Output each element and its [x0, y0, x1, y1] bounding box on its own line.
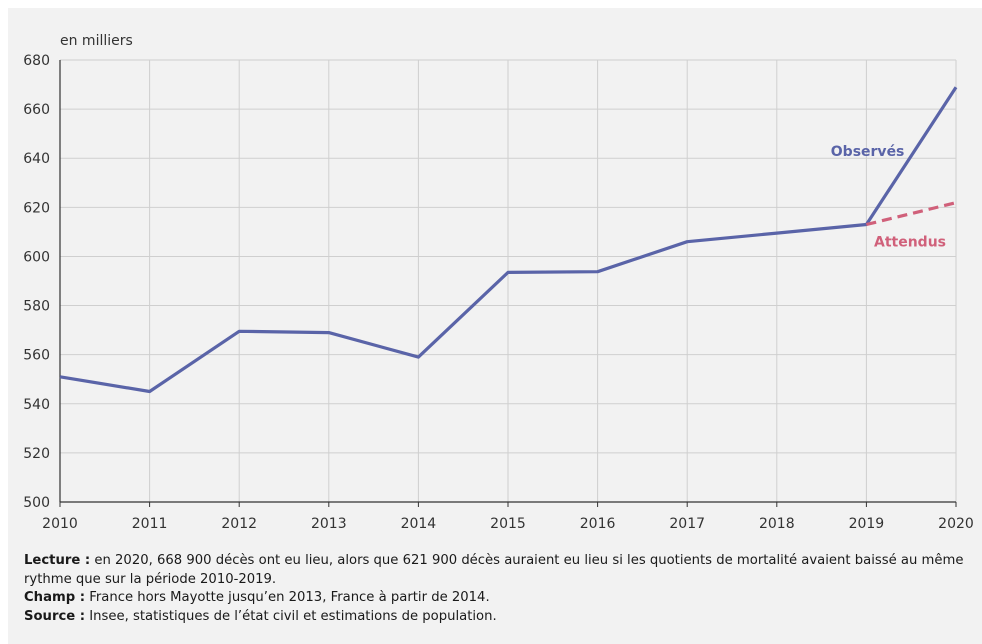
source-note: Source : Insee, statistiques de l’état c… [24, 608, 964, 627]
lecture-note: Lecture : en 2020, 668 900 décès ont eu … [24, 552, 964, 589]
y-tick-label: 620 [23, 200, 50, 216]
y-tick-label: 640 [23, 151, 50, 167]
lecture-text: en 2020, 668 900 décès ont eu lieu, alor… [24, 553, 964, 587]
x-tick-label: 2010 [42, 516, 78, 532]
x-tick-label: 2020 [938, 516, 974, 532]
x-tick-label: 2018 [759, 516, 795, 532]
series-line-observs [59, 86, 958, 394]
chart-panel [8, 8, 982, 644]
x-axis-ticks: 2010 2011 2012 2013 2014 2015 2016 2017 2018 2019… [42, 502, 974, 532]
x-tick-label: 2011 [132, 516, 168, 532]
y-tick-label: 680 [23, 53, 50, 69]
y-axis-ticks: 500 520 540 560 580 600 620 640 660 680 [23, 53, 50, 511]
y-tick-label: 520 [23, 446, 50, 462]
x-tick-label: 2017 [669, 516, 705, 532]
x-tick-label: 2014 [401, 516, 437, 532]
y-tick-label: 500 [23, 495, 50, 511]
y-unit-label: en milliers [60, 33, 133, 49]
series-label-observes: Observés [831, 144, 905, 160]
lecture-label: Lecture : [24, 553, 91, 568]
champ-label: Champ : [24, 590, 86, 605]
x-tick-label: 2015 [490, 516, 526, 532]
y-tick-label: 560 [23, 348, 50, 364]
y-tick-label: 580 [23, 299, 50, 315]
series-lines [59, 86, 958, 394]
source-text: Insee, statistiques de l’état civil et e… [89, 608, 497, 624]
y-tick-label: 540 [23, 397, 50, 413]
y-tick-label: 660 [23, 102, 50, 118]
series-label-attendus: Attendus [874, 235, 946, 251]
series-labels: Observés Attendus [831, 144, 946, 251]
champ-text: France hors Mayotte jusqu’en 2013, Franc… [89, 590, 490, 605]
champ-note: Champ : France hors Mayotte jusqu’en 201… [24, 589, 964, 608]
x-tick-label: 2019 [849, 516, 885, 532]
source-label: Source : [24, 608, 86, 624]
x-tick-label: 2012 [221, 516, 257, 532]
x-tick-label: 2013 [311, 516, 347, 532]
x-tick-label: 2016 [580, 516, 616, 532]
grid-lines [60, 59, 957, 502]
y-tick-label: 600 [23, 249, 50, 265]
chart-notes: Lecture : en 2020, 668 900 décès ont eu … [24, 552, 964, 626]
